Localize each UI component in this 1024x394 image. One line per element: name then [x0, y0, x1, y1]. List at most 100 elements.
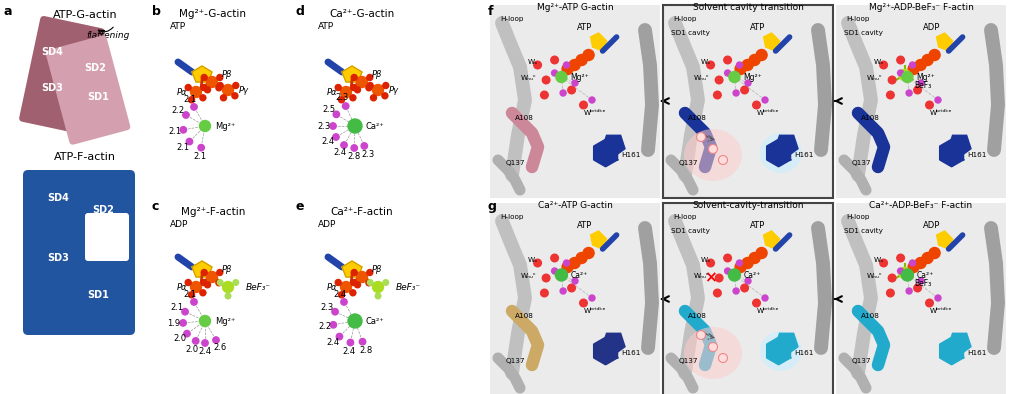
Polygon shape [948, 333, 971, 355]
Circle shape [724, 254, 731, 262]
Polygon shape [937, 231, 952, 249]
Circle shape [373, 84, 384, 95]
Text: Pβ: Pβ [372, 264, 382, 273]
Circle shape [719, 353, 727, 362]
Polygon shape [937, 33, 952, 51]
Circle shape [201, 279, 207, 286]
Circle shape [350, 95, 356, 101]
Circle shape [361, 143, 368, 149]
Circle shape [899, 69, 910, 80]
Circle shape [190, 299, 198, 305]
Circle shape [182, 309, 188, 315]
Circle shape [756, 247, 767, 258]
Text: SD3: SD3 [47, 253, 69, 263]
Circle shape [383, 82, 389, 89]
Polygon shape [764, 231, 779, 249]
Text: H-loop: H-loop [846, 16, 869, 22]
Text: Wᵇʳⁱᵈᵏᵉ: Wᵇʳⁱᵈᵏᵉ [757, 308, 779, 314]
Text: Pγ: Pγ [239, 85, 249, 95]
Text: Pα: Pα [327, 87, 337, 97]
Bar [836, 203, 1006, 394]
Text: Wᵇʳⁱᵈᵏᵉ: Wᵇʳⁱᵈᵏᵉ [930, 110, 952, 116]
Circle shape [190, 104, 198, 110]
Circle shape [351, 279, 356, 286]
Circle shape [742, 258, 753, 268]
Circle shape [534, 259, 542, 267]
Circle shape [186, 138, 193, 145]
Text: H161: H161 [968, 350, 987, 356]
Text: Ca²⁺-ADP-BeF₃⁻ F-actin: Ca²⁺-ADP-BeF₃⁻ F-actin [869, 201, 973, 210]
Text: ADP: ADP [318, 220, 336, 229]
Circle shape [719, 156, 727, 165]
Text: 2.0: 2.0 [185, 345, 199, 353]
Circle shape [897, 56, 904, 64]
Circle shape [213, 337, 219, 343]
Circle shape [556, 71, 567, 82]
Text: d: d [295, 5, 304, 18]
Text: Wᵇʳⁱᵈᵏᵉ: Wᵇʳⁱᵈᵏᵉ [584, 308, 606, 314]
Text: 2.3: 2.3 [321, 303, 334, 312]
Circle shape [202, 340, 208, 346]
Circle shape [332, 309, 338, 315]
Text: Mg²⁺-ADP-BeF₃⁻ F-actin: Mg²⁺-ADP-BeF₃⁻ F-actin [868, 3, 974, 12]
Text: Wₓ: Wₓ [527, 59, 538, 65]
Text: Q137: Q137 [852, 358, 871, 364]
Bar [663, 5, 833, 198]
Polygon shape [602, 333, 625, 355]
Text: Ca²⁺: Ca²⁺ [365, 121, 384, 130]
Circle shape [188, 292, 195, 298]
Circle shape [555, 269, 567, 281]
Text: Ca²⁺: Ca²⁺ [743, 271, 761, 279]
Ellipse shape [684, 129, 742, 181]
Circle shape [367, 74, 373, 80]
Text: A108: A108 [688, 313, 707, 319]
Text: A108: A108 [515, 313, 534, 319]
Circle shape [929, 50, 940, 61]
Circle shape [356, 76, 368, 87]
Text: SD1 cavity: SD1 cavity [844, 228, 883, 234]
Circle shape [330, 322, 337, 328]
Text: Wᵇʳⁱᵈᵏᵉ: Wᵇʳⁱᵈᵏᵉ [584, 110, 606, 116]
Polygon shape [775, 333, 798, 355]
Circle shape [330, 123, 336, 129]
Polygon shape [767, 338, 790, 364]
Circle shape [707, 61, 715, 69]
Text: e: e [295, 200, 303, 213]
Circle shape [182, 112, 189, 118]
Circle shape [926, 101, 933, 109]
Text: 2.3: 2.3 [361, 150, 375, 159]
Text: Ca²⁺: Ca²⁺ [365, 316, 384, 325]
Circle shape [906, 90, 912, 96]
Text: SD2: SD2 [84, 63, 105, 73]
Circle shape [562, 63, 573, 74]
Text: H161: H161 [795, 152, 814, 158]
Text: H161: H161 [968, 152, 987, 158]
Circle shape [733, 288, 739, 294]
Circle shape [733, 90, 739, 96]
Circle shape [216, 280, 222, 286]
Text: 2.1: 2.1 [168, 127, 181, 136]
Text: SD1: SD1 [87, 92, 109, 102]
Text: Pβ: Pβ [372, 69, 382, 78]
Polygon shape [775, 135, 798, 157]
Circle shape [902, 71, 913, 82]
Circle shape [341, 281, 351, 292]
Polygon shape [193, 261, 212, 277]
Circle shape [354, 87, 360, 93]
Text: A108: A108 [515, 115, 534, 121]
Circle shape [909, 62, 915, 68]
Text: H-loop: H-loop [500, 214, 523, 220]
Text: Mg²⁺: Mg²⁺ [215, 121, 236, 130]
Text: 2.3: 2.3 [317, 121, 331, 130]
Circle shape [180, 320, 186, 326]
Bar [490, 203, 660, 394]
Circle shape [887, 91, 894, 99]
Circle shape [190, 281, 202, 292]
Circle shape [185, 279, 191, 286]
Circle shape [371, 95, 377, 101]
Text: 2.4: 2.4 [342, 347, 355, 356]
Circle shape [736, 260, 742, 266]
Text: Ca²⁺: Ca²⁺ [916, 271, 934, 279]
Circle shape [222, 84, 233, 95]
Text: 2.4: 2.4 [199, 348, 212, 357]
